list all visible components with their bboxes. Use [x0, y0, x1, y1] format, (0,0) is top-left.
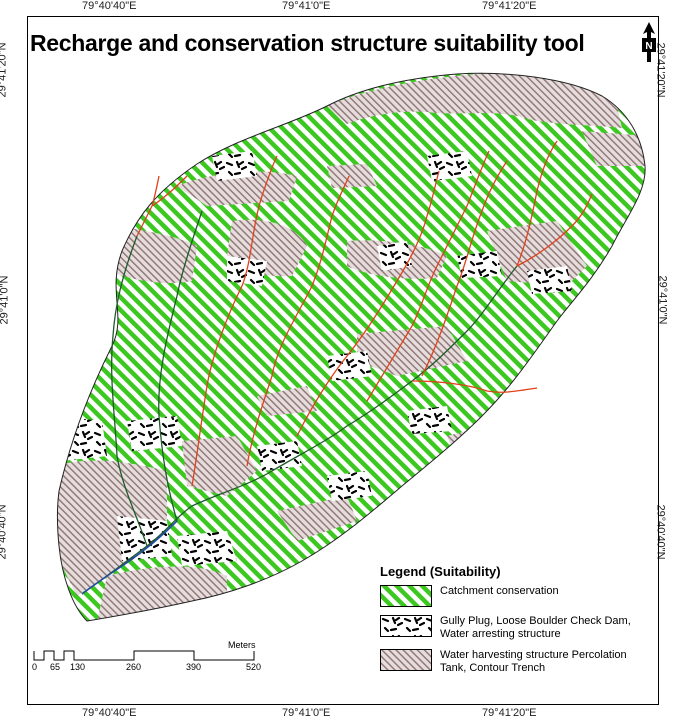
map-title: Recharge and conservation structure suit… — [30, 30, 585, 56]
catchment-boundary — [57, 72, 646, 622]
top-coord-1: 79°40'40"E — [82, 0, 137, 12]
bottom-coord-3: 79°41'20"E — [482, 707, 537, 719]
legend-label-water-harvesting: Water harvesting structure Percolation T… — [440, 649, 627, 674]
scale-unit: Meters — [228, 640, 256, 650]
legend-item-gully: Gully Plug, Loose Boulder Check Dam, Wat… — [380, 615, 650, 641]
scale-tick-390: 390 — [186, 662, 202, 672]
scale-tick-0: 0 — [32, 662, 38, 672]
legend-swatch-black — [380, 615, 432, 637]
left-coord-2: 29°41'0"N — [0, 275, 11, 325]
legend-title: Legend (Suitability) — [380, 564, 501, 579]
scale-tick-130: 130 — [70, 662, 86, 672]
north-arrow-icon: N — [640, 22, 658, 71]
map-canvas — [57, 72, 646, 622]
bottom-coord-1: 79°40'40"E — [82, 707, 137, 719]
scale-tick-65: 65 — [50, 662, 61, 672]
legend: Legend (Suitability) Catchment conservat… — [380, 564, 650, 683]
legend-item-catchment: Catchment conservation — [380, 585, 650, 607]
left-coord-3: 29°40'40"N — [0, 504, 9, 560]
scale-bar-graphic — [33, 650, 255, 661]
scale-tick-260: 260 — [126, 662, 142, 672]
legend-item-water-harvesting: Water harvesting structure Percolation T… — [380, 649, 650, 675]
top-coord-2: 79°41'0"E — [282, 0, 331, 12]
legend-label-gully: Gully Plug, Loose Boulder Check Dam, Wat… — [440, 615, 631, 640]
legend-swatch-green — [380, 585, 432, 607]
map-frame — [27, 16, 659, 705]
main-stream — [81, 265, 518, 595]
svg-text:N: N — [645, 41, 652, 52]
gully-plug-zones — [57, 151, 572, 566]
legend-label-catchment: Catchment conservation — [440, 585, 559, 597]
bottom-coord-2: 79°41'0"E — [282, 707, 331, 719]
legend-swatch-brown — [380, 649, 432, 671]
left-coord-1: 29°41'20"N — [0, 42, 9, 98]
top-coord-3: 79°41'20"E — [482, 0, 537, 12]
stream-network — [81, 140, 593, 595]
scale-tick-520: 520 — [246, 662, 262, 672]
